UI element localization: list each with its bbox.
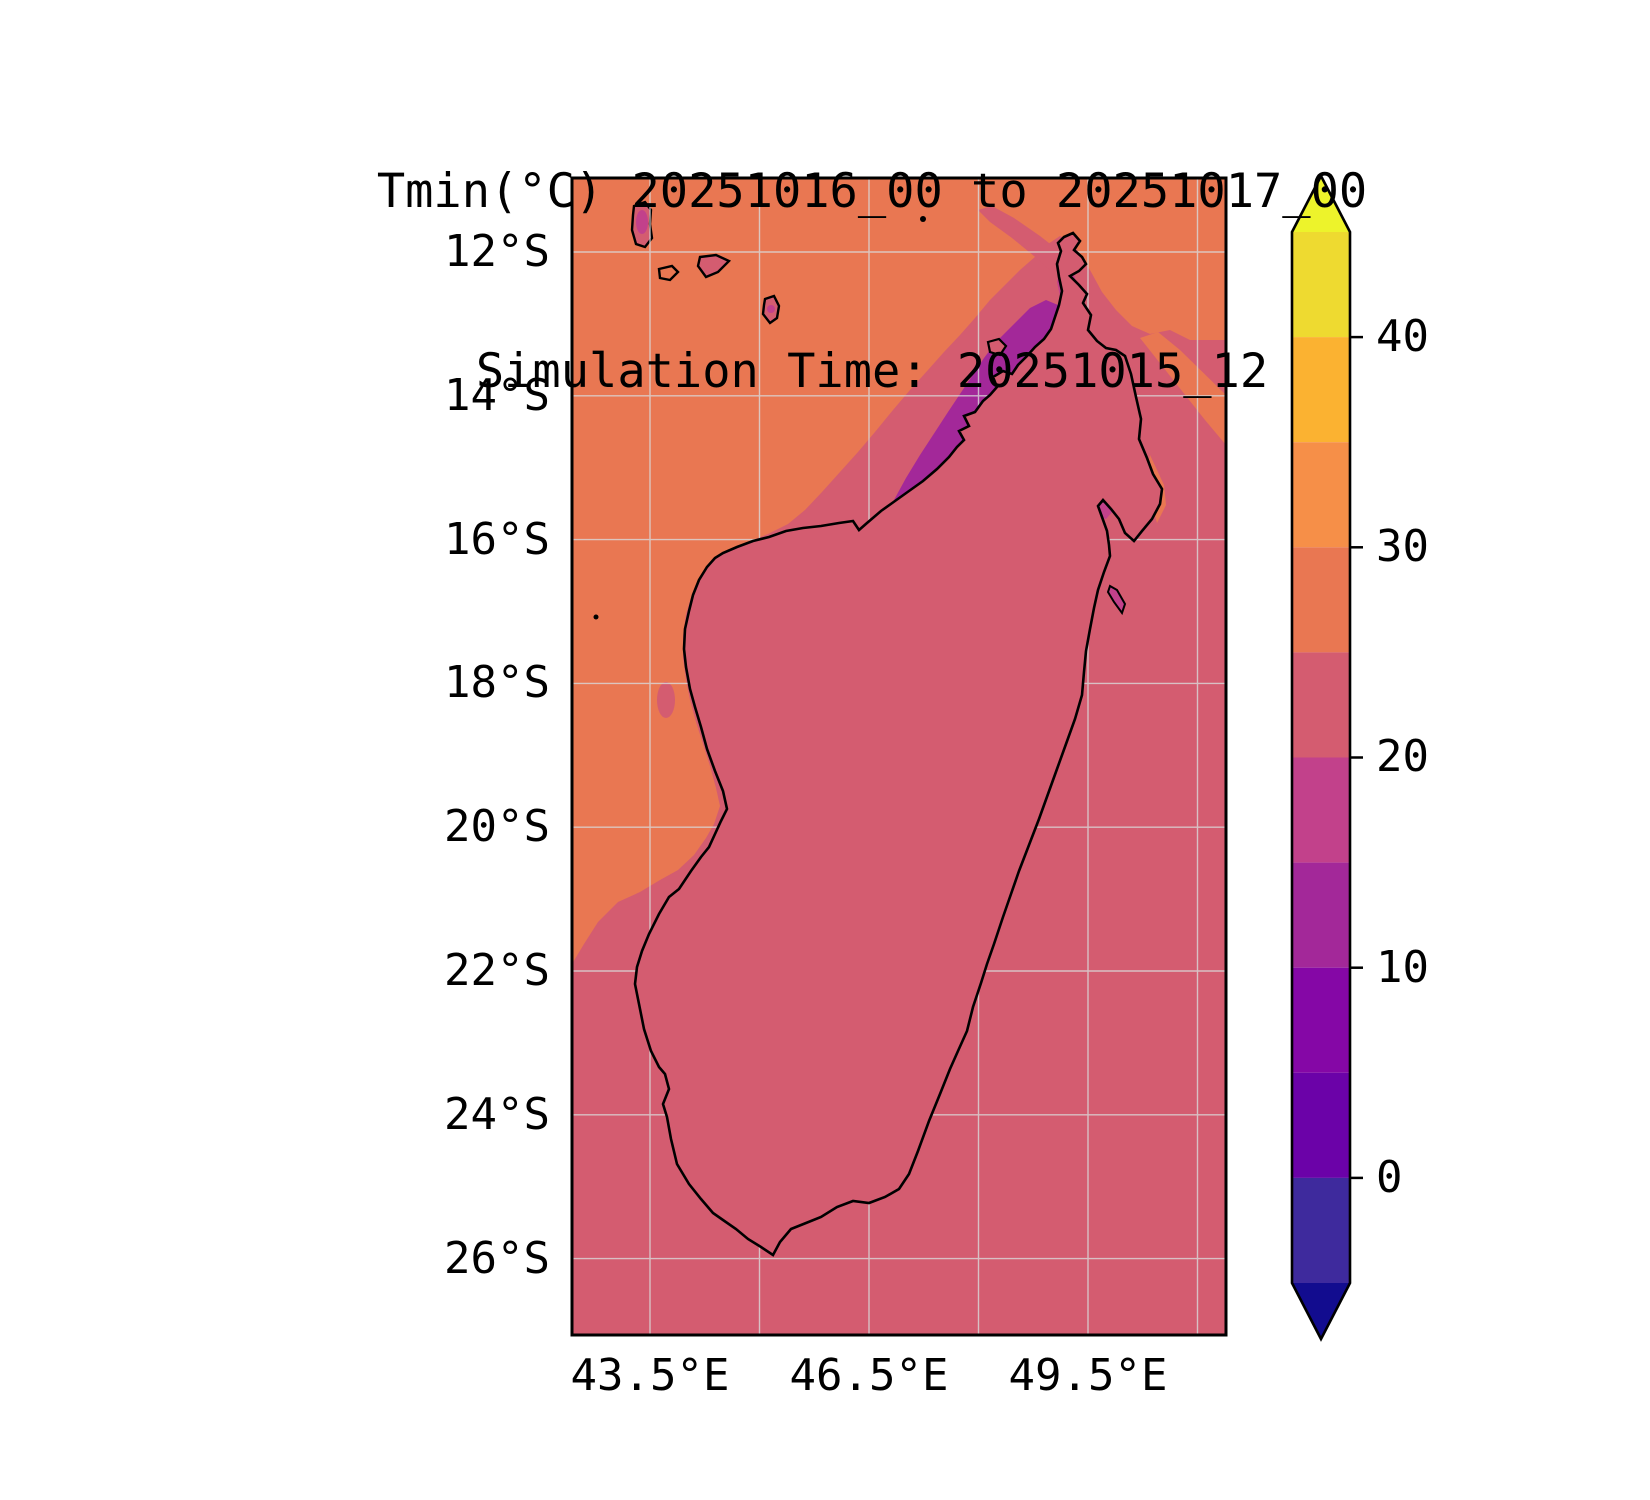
cbar-label-40: 40 <box>1376 311 1429 362</box>
island-anjouan <box>696 253 732 279</box>
cbar-label-20: 20 <box>1376 731 1429 782</box>
colorbar-ticks <box>1350 335 1363 1180</box>
ocean-rose-plume <box>978 206 1063 272</box>
ytick-16s: 16°S <box>444 514 550 565</box>
map-area <box>572 178 1226 1335</box>
cbar-label-30: 30 <box>1376 521 1429 572</box>
title-line-1: Tmin(°C) 20251016_00 to 20251017_00 <box>376 164 1368 219</box>
islet-dot-glorioso <box>920 216 926 222</box>
ytick-12s: 12°S <box>444 226 550 277</box>
island-sainte-marie <box>1106 584 1127 616</box>
colorbar-band-15-20 <box>1292 757 1350 863</box>
ytick-24s: 24°S <box>444 1089 550 1140</box>
colorbar-outline <box>1290 173 1352 1342</box>
colorbar-extend-top <box>1292 176 1350 232</box>
colorbar-band-m5-0 <box>1292 1177 1350 1283</box>
colorbar-band-5-10 <box>1292 967 1350 1073</box>
island-mayotte-core <box>767 305 775 313</box>
map-frame <box>570 176 1228 1337</box>
cbar-label-10: 10 <box>1376 942 1429 993</box>
ocean-orange-wedge <box>1140 332 1226 445</box>
xtick-46-5e: 46.5°E <box>789 1350 949 1401</box>
island-moheli <box>657 264 680 282</box>
colorbar-band-0-5 <box>1292 1072 1350 1178</box>
island-grande-comore-core <box>636 210 648 234</box>
colorbar-band-30-35 <box>1292 442 1350 548</box>
colorbar-band-20-25 <box>1292 652 1350 758</box>
title-line-2: Simulation Time: 20251015_12 <box>475 344 1269 399</box>
plot-title: Tmin(°C) 20251016_00 to 20251017_00 Simu… <box>292 42 1452 522</box>
ytick-14s: 14°S <box>444 370 550 421</box>
colorbar <box>1290 173 1363 1342</box>
colorbar-band-40-45 <box>1292 232 1350 338</box>
ytick-22s: 22°S <box>444 945 550 996</box>
ytick-18s: 18°S <box>444 657 550 708</box>
colorbar-band-25-30 <box>1292 547 1350 653</box>
ytick-26s: 26°S <box>444 1233 550 1284</box>
island-nosy-be <box>986 337 1008 357</box>
colorbar-band-35-40 <box>1292 337 1350 443</box>
xtick-49-5e: 49.5°E <box>1008 1350 1168 1401</box>
cbar-label-0: 0 <box>1376 1152 1403 1203</box>
islet-dot-juan-de-nova <box>593 614 599 620</box>
xtick-43-5e: 43.5°E <box>570 1350 730 1401</box>
ocean-north-band <box>572 178 1226 964</box>
colorbar-extend-bottom <box>1292 1283 1350 1339</box>
colorbar-band-10-15 <box>1292 862 1350 968</box>
ytick-20s: 20°S <box>444 801 550 852</box>
ocean-rose-patch <box>657 682 675 718</box>
